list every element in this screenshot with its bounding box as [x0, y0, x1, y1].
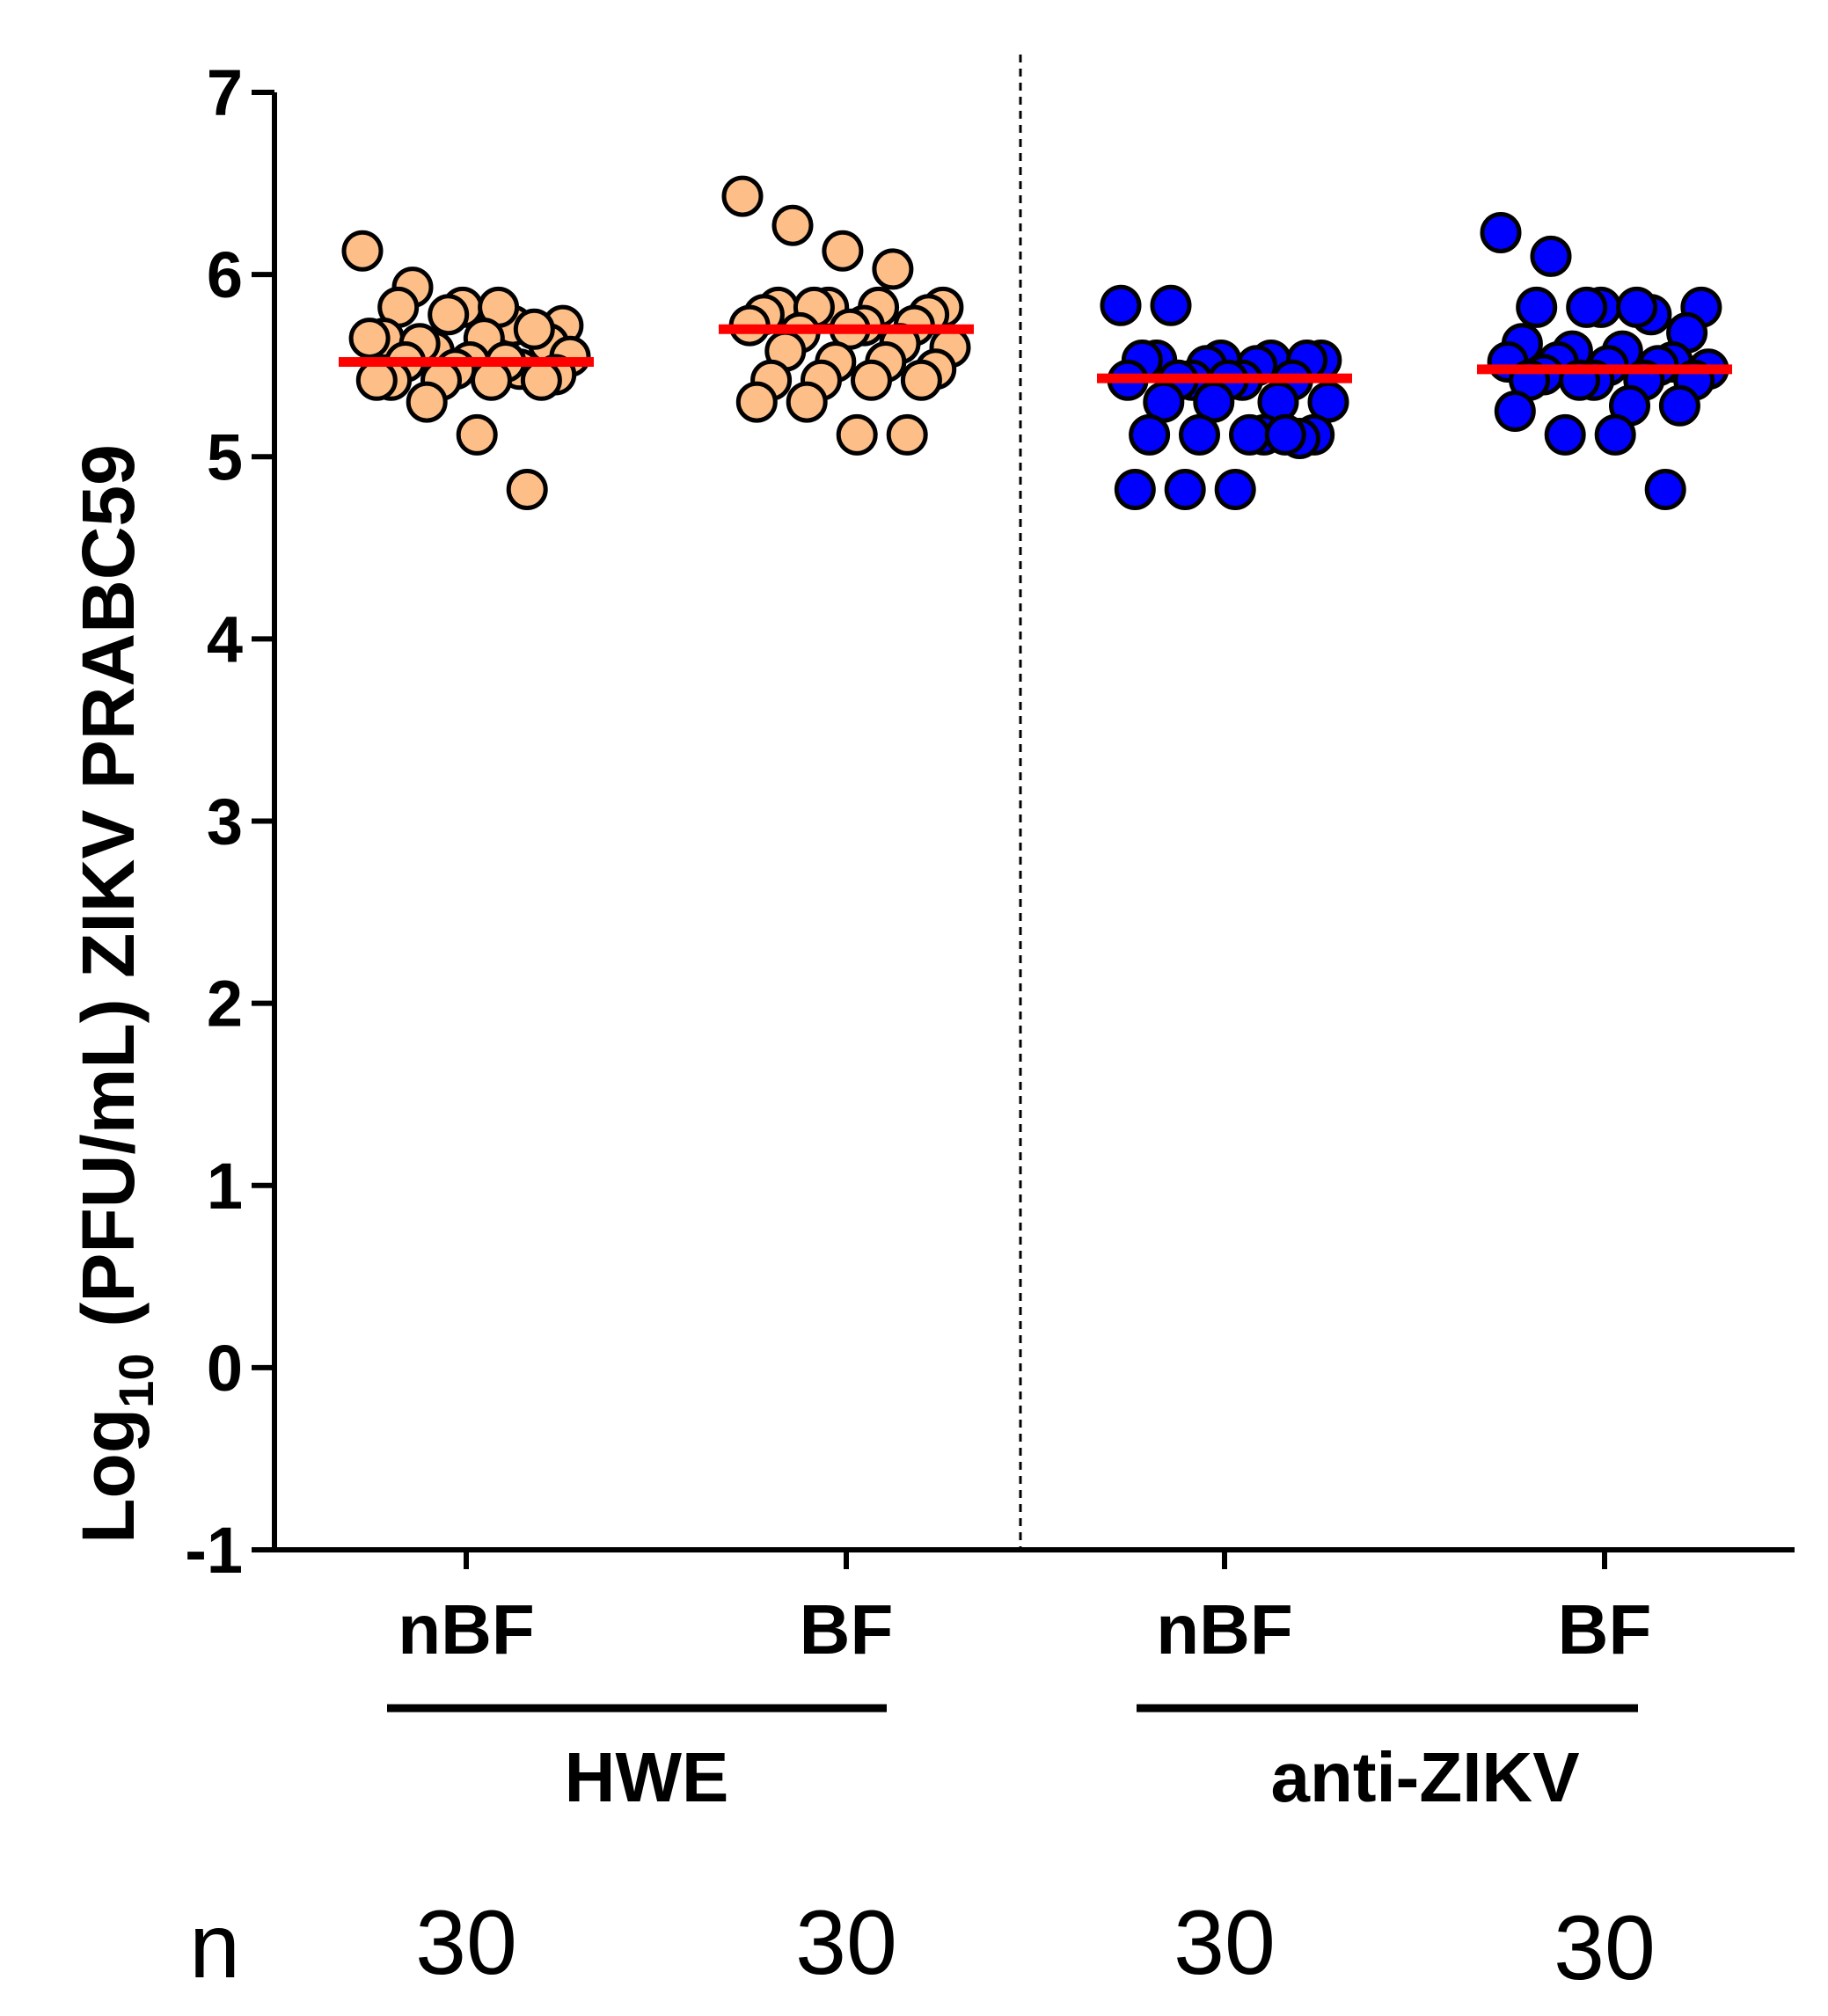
data-point [506, 469, 548, 510]
n-value-anti-nbf: 30 [1174, 1892, 1276, 1994]
data-point [1530, 235, 1572, 277]
data-point [1616, 286, 1658, 328]
y-tick-label: -1 [185, 1514, 243, 1587]
data-point [1129, 413, 1171, 456]
data-point [1164, 469, 1206, 510]
data-point [341, 230, 384, 272]
data-point [836, 413, 878, 456]
y-tick-label: 7 [207, 56, 243, 129]
n-row-label: n [189, 1895, 240, 1998]
data-point [735, 381, 778, 423]
y-tick-label: 4 [207, 603, 243, 676]
category-label-hwe-nbf: nBF [398, 1590, 535, 1669]
data-point [471, 359, 512, 401]
data-point [1516, 286, 1558, 328]
y-ticks: -1 0 1 2 3 4 5 6 7 [185, 56, 274, 1587]
data-point [406, 381, 448, 423]
data-points [341, 175, 1729, 510]
y-tick-label: 2 [207, 968, 243, 1041]
data-point [428, 294, 470, 336]
data-point [1480, 212, 1522, 253]
data-point [348, 318, 391, 360]
data-point [1594, 413, 1636, 456]
y-tick-label: 0 [207, 1332, 243, 1405]
data-point [1214, 469, 1256, 510]
y-tick-label: 1 [207, 1150, 243, 1223]
group-label-hwe: HWE [565, 1738, 729, 1816]
mean-lines [339, 324, 1732, 383]
category-label-hwe-bf: BF [800, 1590, 894, 1669]
data-point [1100, 284, 1142, 326]
data-point [1544, 413, 1586, 456]
data-point [721, 175, 764, 217]
group-label-anti-zikv: anti-ZIKV [1270, 1738, 1579, 1816]
data-point [1264, 413, 1306, 456]
data-point [886, 413, 928, 456]
y-tick-label: 5 [207, 420, 243, 493]
data-point [520, 359, 562, 401]
data-point [355, 359, 398, 401]
axes [272, 55, 1795, 1569]
data-point [1114, 469, 1156, 510]
y-axis-label: Log10(PFU/mL) ZIKV PRABC59 [67, 444, 164, 1544]
data-point [1658, 384, 1700, 427]
y-tick-label: 6 [207, 238, 243, 311]
data-point [771, 204, 814, 246]
data-point [851, 359, 892, 401]
category-label-anti-bf: BF [1558, 1590, 1652, 1669]
y-tick-label: 3 [207, 785, 243, 858]
data-point [1150, 284, 1192, 326]
data-point [513, 308, 555, 350]
n-value-hwe-bf: 30 [795, 1892, 897, 1994]
data-point [872, 248, 914, 290]
data-point [1566, 286, 1608, 328]
n-value-hwe-nbf: 30 [415, 1892, 517, 1994]
data-point [900, 359, 942, 401]
category-label-anti-nbf: nBF [1156, 1590, 1293, 1669]
data-point [1494, 391, 1536, 432]
data-point [1644, 469, 1686, 510]
data-point [1179, 413, 1220, 456]
n-value-anti-bf: 30 [1554, 1897, 1656, 1999]
data-point [822, 230, 864, 272]
data-point [456, 413, 498, 456]
data-point [786, 381, 828, 423]
data-point [1229, 413, 1270, 456]
